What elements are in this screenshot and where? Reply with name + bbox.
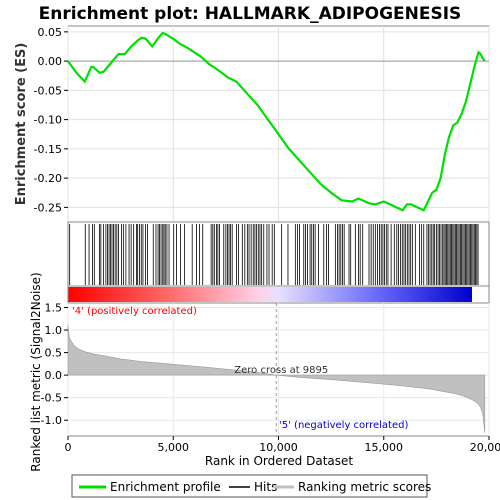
legend-label-ranking: Ranking metric scores — [298, 480, 431, 494]
es-y-tick-label: -0.20 — [34, 172, 62, 185]
es-y-axis-label: Enrichment score (ES) — [14, 43, 29, 206]
x-tick-label: 10,000 — [259, 441, 298, 454]
legend-box — [71, 474, 428, 498]
legend-label-hits: Hits — [254, 480, 277, 494]
metric-y-tick-label: -1.0 — [41, 414, 62, 427]
es-y-tick-label: -0.05 — [34, 84, 62, 97]
ranking-metric-area — [67, 324, 486, 433]
negative-correlated-label: '5' (negatively correlated) — [279, 420, 408, 431]
metric-y-tick-label: -0.5 — [41, 392, 62, 405]
chart-title: Enrichment plot: HALLMARK_ADIPOGENESIS — [39, 4, 462, 24]
x-axis-label: Rank in Ordered Dataset — [205, 454, 353, 468]
metric-y-tick-label: 0.5 — [45, 347, 63, 360]
es-y-tick-label: 0.05 — [38, 26, 63, 39]
x-tick-label: 5,000 — [158, 441, 190, 454]
es-y-tick-label: -0.15 — [34, 143, 62, 156]
hit-markers — [69, 224, 479, 285]
metric-y-axis-label: Ranked list metric (Signal2Noise) — [29, 272, 43, 471]
metric-y-tick-label: 0.0 — [45, 369, 63, 382]
es-y-tick-label: 0.00 — [38, 55, 63, 68]
hits-panel — [67, 221, 490, 287]
positive-correlated-label: '4' (positively correlated) — [72, 306, 197, 317]
metric-y-tick-label: 1.0 — [45, 324, 63, 337]
enrichment-profile-line — [67, 31, 486, 212]
x-tick-label: 20,000 — [470, 441, 500, 454]
rank-gradient-bar — [68, 287, 472, 302]
es-y-tick-label: -0.10 — [34, 114, 62, 127]
metric-y-tick-label: 1.5 — [45, 302, 63, 315]
zero-cross-label: Zero cross at 9895 — [234, 365, 328, 376]
legend-label-enrichment: Enrichment profile — [110, 480, 221, 494]
x-tick-label: 0 — [65, 441, 72, 454]
es-y-tick-label: -0.25 — [34, 201, 62, 214]
x-tick-label: 15,000 — [365, 441, 404, 454]
